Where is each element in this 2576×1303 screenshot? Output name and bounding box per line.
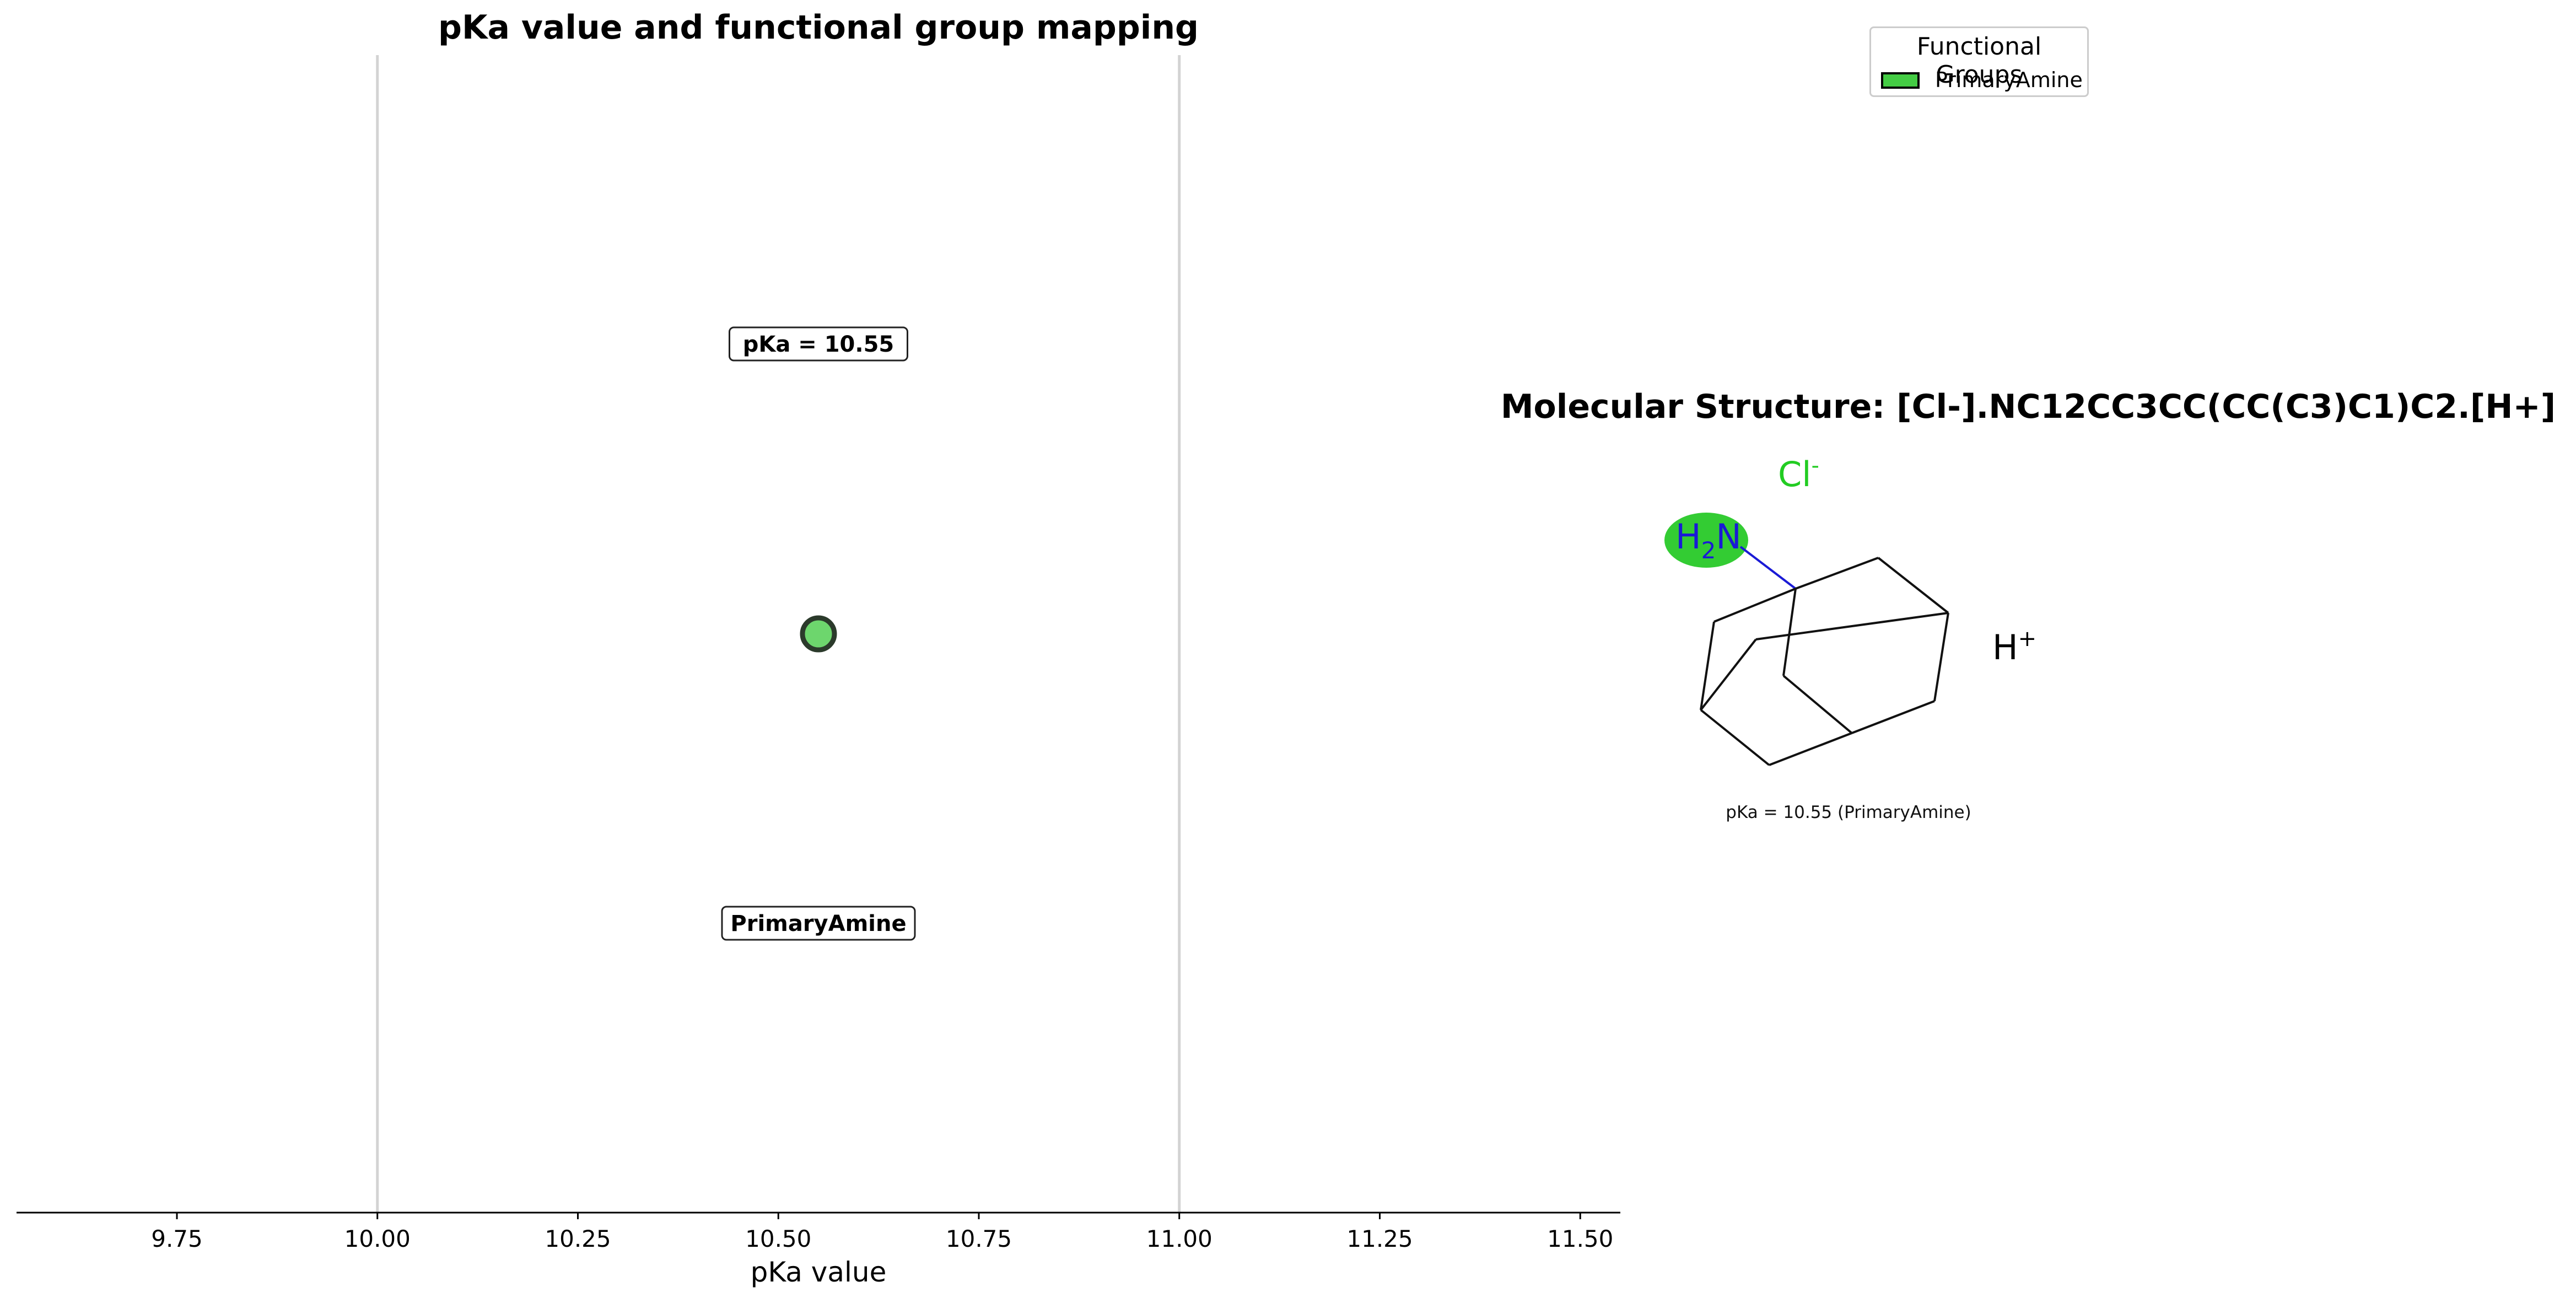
amine-n: N (1716, 516, 1741, 557)
annotation-label: pKa = 10.55 (729, 326, 908, 362)
legend-title: Functional Groups (1916, 33, 2042, 89)
bond (1700, 709, 1770, 766)
annotation-box (721, 906, 916, 941)
bond (1851, 700, 1935, 734)
chart-title: pKa value and functional group mapping (438, 8, 1199, 47)
vertical-reference-lines (376, 55, 1181, 1213)
x-tick-label: 10.00 (344, 1225, 411, 1252)
molecule-drawing: H2N Cl- H+ pKa = 10.55 (PrimaryAmine) (1664, 453, 2036, 822)
bond-n-c (1739, 546, 1797, 590)
amine-h: H (1675, 516, 1701, 557)
x-tick-label: 10.50 (745, 1225, 811, 1252)
x-axis-ticks: 9.75 10.00 10.25 10.50 10.75 11.00 11.25 11.50 (151, 1213, 1613, 1252)
structure-caption: pKa = 10.55 (PrimaryAmine) (1726, 803, 1971, 822)
bond (1769, 732, 1852, 766)
proton-symbol: H (1992, 627, 2018, 667)
x-tick-label: 9.75 (151, 1225, 203, 1252)
proton-charge: + (2018, 626, 2037, 652)
data-marks (800, 615, 837, 653)
amine-subscript: 2 (1701, 537, 1716, 564)
annotations: pKa = 10.55 PrimaryAmine (721, 326, 916, 941)
annotation-box (729, 326, 908, 362)
chloride-symbol: Cl (1778, 454, 1812, 494)
legend: Functional Groups PrimaryAmine (1869, 26, 2089, 97)
x-tick-label: 11.25 (1346, 1225, 1413, 1252)
amine-label: H2N (1675, 516, 1742, 564)
bond (1933, 612, 1949, 702)
bond (1713, 588, 1796, 623)
x-axis-label: pKa value (751, 1256, 887, 1288)
proton-label: H+ (1992, 626, 2036, 667)
bond (1700, 638, 1757, 711)
annotation-text: PrimaryAmine (730, 911, 906, 936)
x-tick-label: 10.75 (946, 1225, 1012, 1252)
x-tick-label: 11.00 (1146, 1225, 1212, 1252)
chloride-charge: - (1812, 453, 1819, 478)
chloride-label: Cl- (1778, 453, 1819, 494)
legend-label-primary-amine: PrimaryAmine (1935, 68, 2083, 92)
annotation-text: pKa = 10.55 (743, 332, 894, 357)
annotation-label: PrimaryAmine (721, 906, 916, 941)
bond (1700, 621, 1715, 710)
bond (1755, 612, 1949, 640)
functional-group-highlight (1664, 513, 1748, 568)
bond (1782, 675, 1853, 734)
bond (1795, 557, 1879, 590)
adamantane-cage-bonds (1700, 557, 1949, 766)
data-point (800, 615, 837, 653)
x-tick-label: 10.25 (545, 1225, 611, 1252)
bond (1782, 588, 1797, 676)
x-tick-label: 11.50 (1547, 1225, 1613, 1252)
legend-swatch-primary-amine (1881, 72, 1920, 89)
bond (1877, 557, 1949, 614)
structure-title: Molecular Structure: [Cl-].NC12CC3CC(CC(… (1501, 387, 2556, 426)
